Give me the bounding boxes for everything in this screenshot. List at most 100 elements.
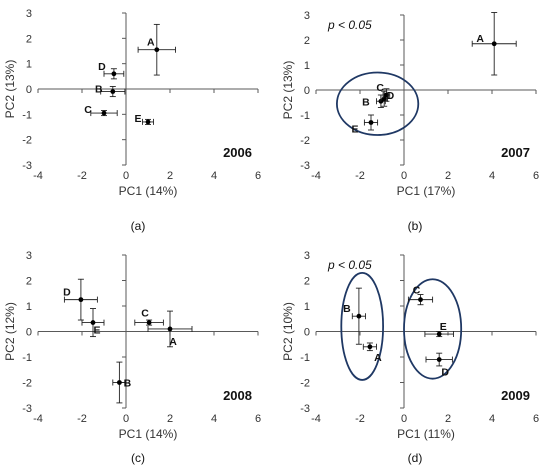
- data-point-marker: [356, 313, 362, 319]
- data-point-marker: [491, 41, 497, 47]
- data-point-marker: [111, 71, 117, 77]
- panel-caption: (d): [408, 451, 423, 465]
- x-tick-label: -4: [33, 413, 43, 425]
- group-ellipse: [335, 71, 420, 136]
- point-label: A: [147, 37, 155, 49]
- y-tick-label: 1: [304, 301, 310, 313]
- point-label: E: [93, 325, 100, 337]
- x-tick-label: 2: [445, 170, 451, 182]
- y-tick-label: 3: [26, 8, 32, 20]
- data-point-c: [134, 319, 164, 326]
- point-label: E: [351, 124, 358, 136]
- year-label: 2006: [223, 145, 252, 160]
- y-axis-title: PC2 (12%): [3, 302, 17, 361]
- data-point-marker: [110, 89, 116, 94]
- y-tick-label: 1: [26, 301, 32, 313]
- point-label: C: [376, 82, 384, 94]
- data-point-b: [351, 287, 366, 345]
- x-tick-label: -4: [311, 413, 321, 425]
- point-label: D: [441, 367, 449, 379]
- data-point-marker: [384, 92, 389, 98]
- y-tick-label: 0: [304, 327, 310, 339]
- x-tick-label: 6: [533, 413, 539, 425]
- data-point-e: [363, 114, 379, 131]
- x-tick-label: 6: [255, 413, 261, 425]
- x-tick-label: 0: [401, 170, 407, 182]
- data-point-e: [142, 118, 154, 125]
- y-tick-label: 3: [304, 10, 310, 22]
- panel-caption: (a): [131, 219, 146, 233]
- x-axis-title: PC1 (14%): [119, 184, 178, 198]
- x-tick-label: 2: [167, 413, 173, 425]
- data-point-marker: [117, 380, 122, 385]
- point-label: D: [387, 90, 395, 102]
- y-tick-label: -2: [300, 135, 310, 147]
- x-tick-label: 6: [255, 170, 261, 182]
- point-label: E: [440, 321, 447, 333]
- point-label: A: [169, 336, 177, 348]
- significance-annotation: p < 0.05: [327, 18, 372, 32]
- data-point-marker: [436, 357, 442, 362]
- y-tick-label: -1: [300, 352, 310, 364]
- data-point-d: [425, 352, 453, 367]
- y-tick-label: 0: [26, 84, 32, 96]
- y-tick-label: 3: [304, 250, 310, 262]
- data-point-marker: [145, 119, 151, 125]
- x-tick-label: 2: [445, 413, 451, 425]
- point-label: B: [124, 378, 132, 390]
- point-label: A: [476, 33, 484, 45]
- y-tick-label: 0: [26, 327, 32, 339]
- y-tick-label: -2: [22, 378, 32, 390]
- data-point-e: [424, 331, 454, 338]
- data-point-marker: [418, 297, 423, 303]
- point-label: D: [98, 61, 106, 73]
- x-tick-label: -4: [311, 170, 321, 182]
- x-tick-label: -4: [33, 170, 43, 182]
- x-tick-label: 4: [211, 170, 217, 182]
- data-point-marker: [78, 297, 84, 303]
- y-tick-label: -2: [300, 378, 310, 390]
- data-point-marker: [146, 320, 152, 325]
- x-tick-label: 0: [123, 170, 129, 182]
- point-label: E: [134, 113, 141, 125]
- x-tick-label: 4: [489, 413, 495, 425]
- data-point-e: [81, 308, 105, 338]
- point-label: B: [95, 84, 103, 96]
- y-tick-label: -1: [22, 109, 32, 121]
- data-point-b: [100, 86, 126, 98]
- data-point-marker: [367, 344, 373, 350]
- y-tick-label: -2: [22, 135, 32, 147]
- data-point-c: [407, 294, 434, 306]
- y-tick-label: -3: [22, 160, 32, 172]
- y-tick-label: 2: [26, 276, 32, 288]
- point-label: C: [413, 285, 421, 297]
- point-label: A: [374, 352, 382, 364]
- x-axis-title: PC1 (14%): [119, 427, 178, 441]
- data-point-marker: [167, 326, 173, 332]
- data-point-marker: [90, 320, 96, 325]
- chart-panel-1: -4 -2 0 2 4 6 -3 -2 -1 0 1 2 3 PC1 (14%) PC2 (13%) A BC D…: [3, 8, 261, 233]
- data-point-d: [63, 278, 98, 321]
- panel-caption: (c): [131, 451, 145, 465]
- y-axis-title: PC2 (13%): [281, 61, 295, 120]
- y-axis-title: PC2 (13%): [3, 60, 17, 119]
- data-point-marker: [154, 47, 160, 53]
- data-point-a: [362, 342, 377, 352]
- year-label: 2009: [501, 388, 530, 403]
- x-tick-label: -2: [77, 413, 87, 425]
- y-tick-label: 0: [304, 85, 310, 97]
- point-label: C: [141, 308, 149, 320]
- chart-panel-2: -4 -2 0 2 4 6 -3 -2 -1 0 1 2 3 PC1 (17%) PC2 (13%) A BCD…: [281, 10, 539, 233]
- point-label: D: [63, 287, 71, 299]
- x-tick-label: 0: [123, 413, 129, 425]
- y-tick-label: 2: [304, 276, 310, 288]
- x-tick-label: -2: [77, 170, 87, 182]
- data-point-d: [103, 68, 125, 80]
- point-label: B: [343, 303, 351, 315]
- x-axis-title: PC1 (17%): [397, 184, 456, 198]
- y-tick-label: 2: [26, 33, 32, 45]
- point-label: C: [84, 104, 92, 116]
- data-point-a: [137, 23, 176, 76]
- x-tick-label: 0: [401, 413, 407, 425]
